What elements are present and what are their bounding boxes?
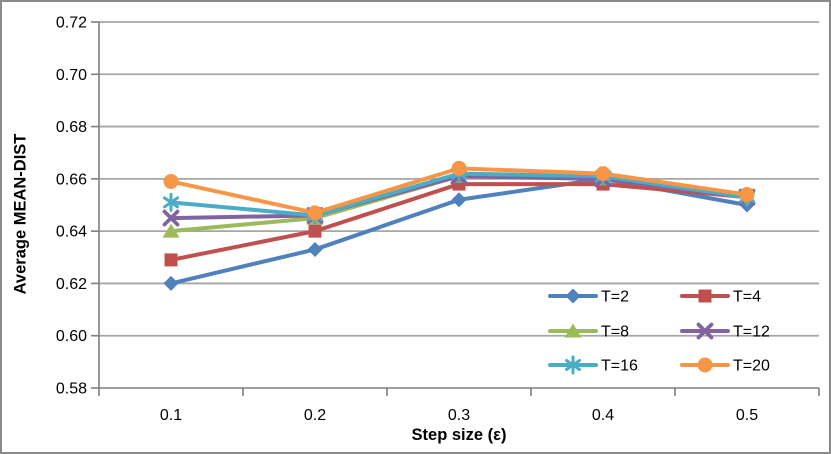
series-T=2-marker bbox=[163, 275, 179, 291]
series-T=20-marker bbox=[595, 166, 611, 182]
y-tick-label: 0.62 bbox=[56, 276, 87, 293]
series-T=20 bbox=[163, 160, 755, 221]
y-tick-label: 0.70 bbox=[56, 67, 87, 84]
legend-item-T=4: T=4 bbox=[680, 289, 761, 306]
x-tick-label: 0.5 bbox=[736, 407, 758, 424]
legend-item-T=16: T=16 bbox=[548, 355, 638, 375]
legend-item-T=2: T=2 bbox=[548, 288, 629, 306]
series-T=4-marker bbox=[164, 253, 178, 267]
series-T=16-marker bbox=[163, 192, 179, 212]
legend-label: T=20 bbox=[733, 358, 770, 375]
legend-item-T=12: T=12 bbox=[680, 322, 770, 341]
x-tick-label: 0.1 bbox=[160, 407, 182, 424]
legend-marker-x bbox=[696, 322, 714, 340]
series-T=20-marker bbox=[739, 187, 755, 203]
y-tick-label: 0.64 bbox=[56, 224, 87, 241]
y-tick-label: 0.60 bbox=[56, 328, 87, 345]
legend-marker-diamond bbox=[565, 288, 581, 304]
legend-marker-triangle bbox=[564, 323, 582, 338]
series-T=4-marker bbox=[308, 224, 322, 238]
legend-marker-square bbox=[698, 289, 712, 303]
legend-label: T=8 bbox=[601, 324, 629, 341]
y-tick-label: 0.68 bbox=[56, 119, 87, 136]
series-T=20-marker bbox=[163, 173, 179, 189]
x-tick-label: 0.4 bbox=[592, 407, 614, 424]
series-T=12-marker bbox=[162, 209, 180, 227]
legend-label: T=4 bbox=[733, 289, 761, 306]
y-tick-label: 0.66 bbox=[56, 171, 87, 188]
x-tick-label: 0.2 bbox=[304, 407, 326, 424]
series-T=20-marker bbox=[307, 205, 323, 221]
legend-marker-circle bbox=[697, 357, 713, 373]
legend-label: T=2 bbox=[601, 289, 629, 306]
y-tick-label: 0.58 bbox=[56, 381, 87, 398]
y-tick-label: 0.72 bbox=[56, 15, 87, 32]
x-axis-title: Step size (ε) bbox=[411, 426, 507, 444]
legend-label: T=16 bbox=[601, 358, 638, 375]
y-axis-title: Average MEAN-DIST bbox=[11, 133, 30, 295]
series-T=2-marker bbox=[307, 241, 323, 257]
series-T=20-marker bbox=[451, 160, 467, 176]
series-T=8-marker bbox=[162, 223, 180, 238]
legend-item-T=20: T=20 bbox=[680, 357, 770, 375]
legend-marker-asterisk bbox=[565, 355, 581, 375]
legend-label: T=12 bbox=[733, 324, 770, 341]
x-tick-label: 0.3 bbox=[448, 407, 470, 424]
series-T=2-marker bbox=[451, 192, 467, 208]
legend-item-T=8: T=8 bbox=[548, 323, 629, 341]
